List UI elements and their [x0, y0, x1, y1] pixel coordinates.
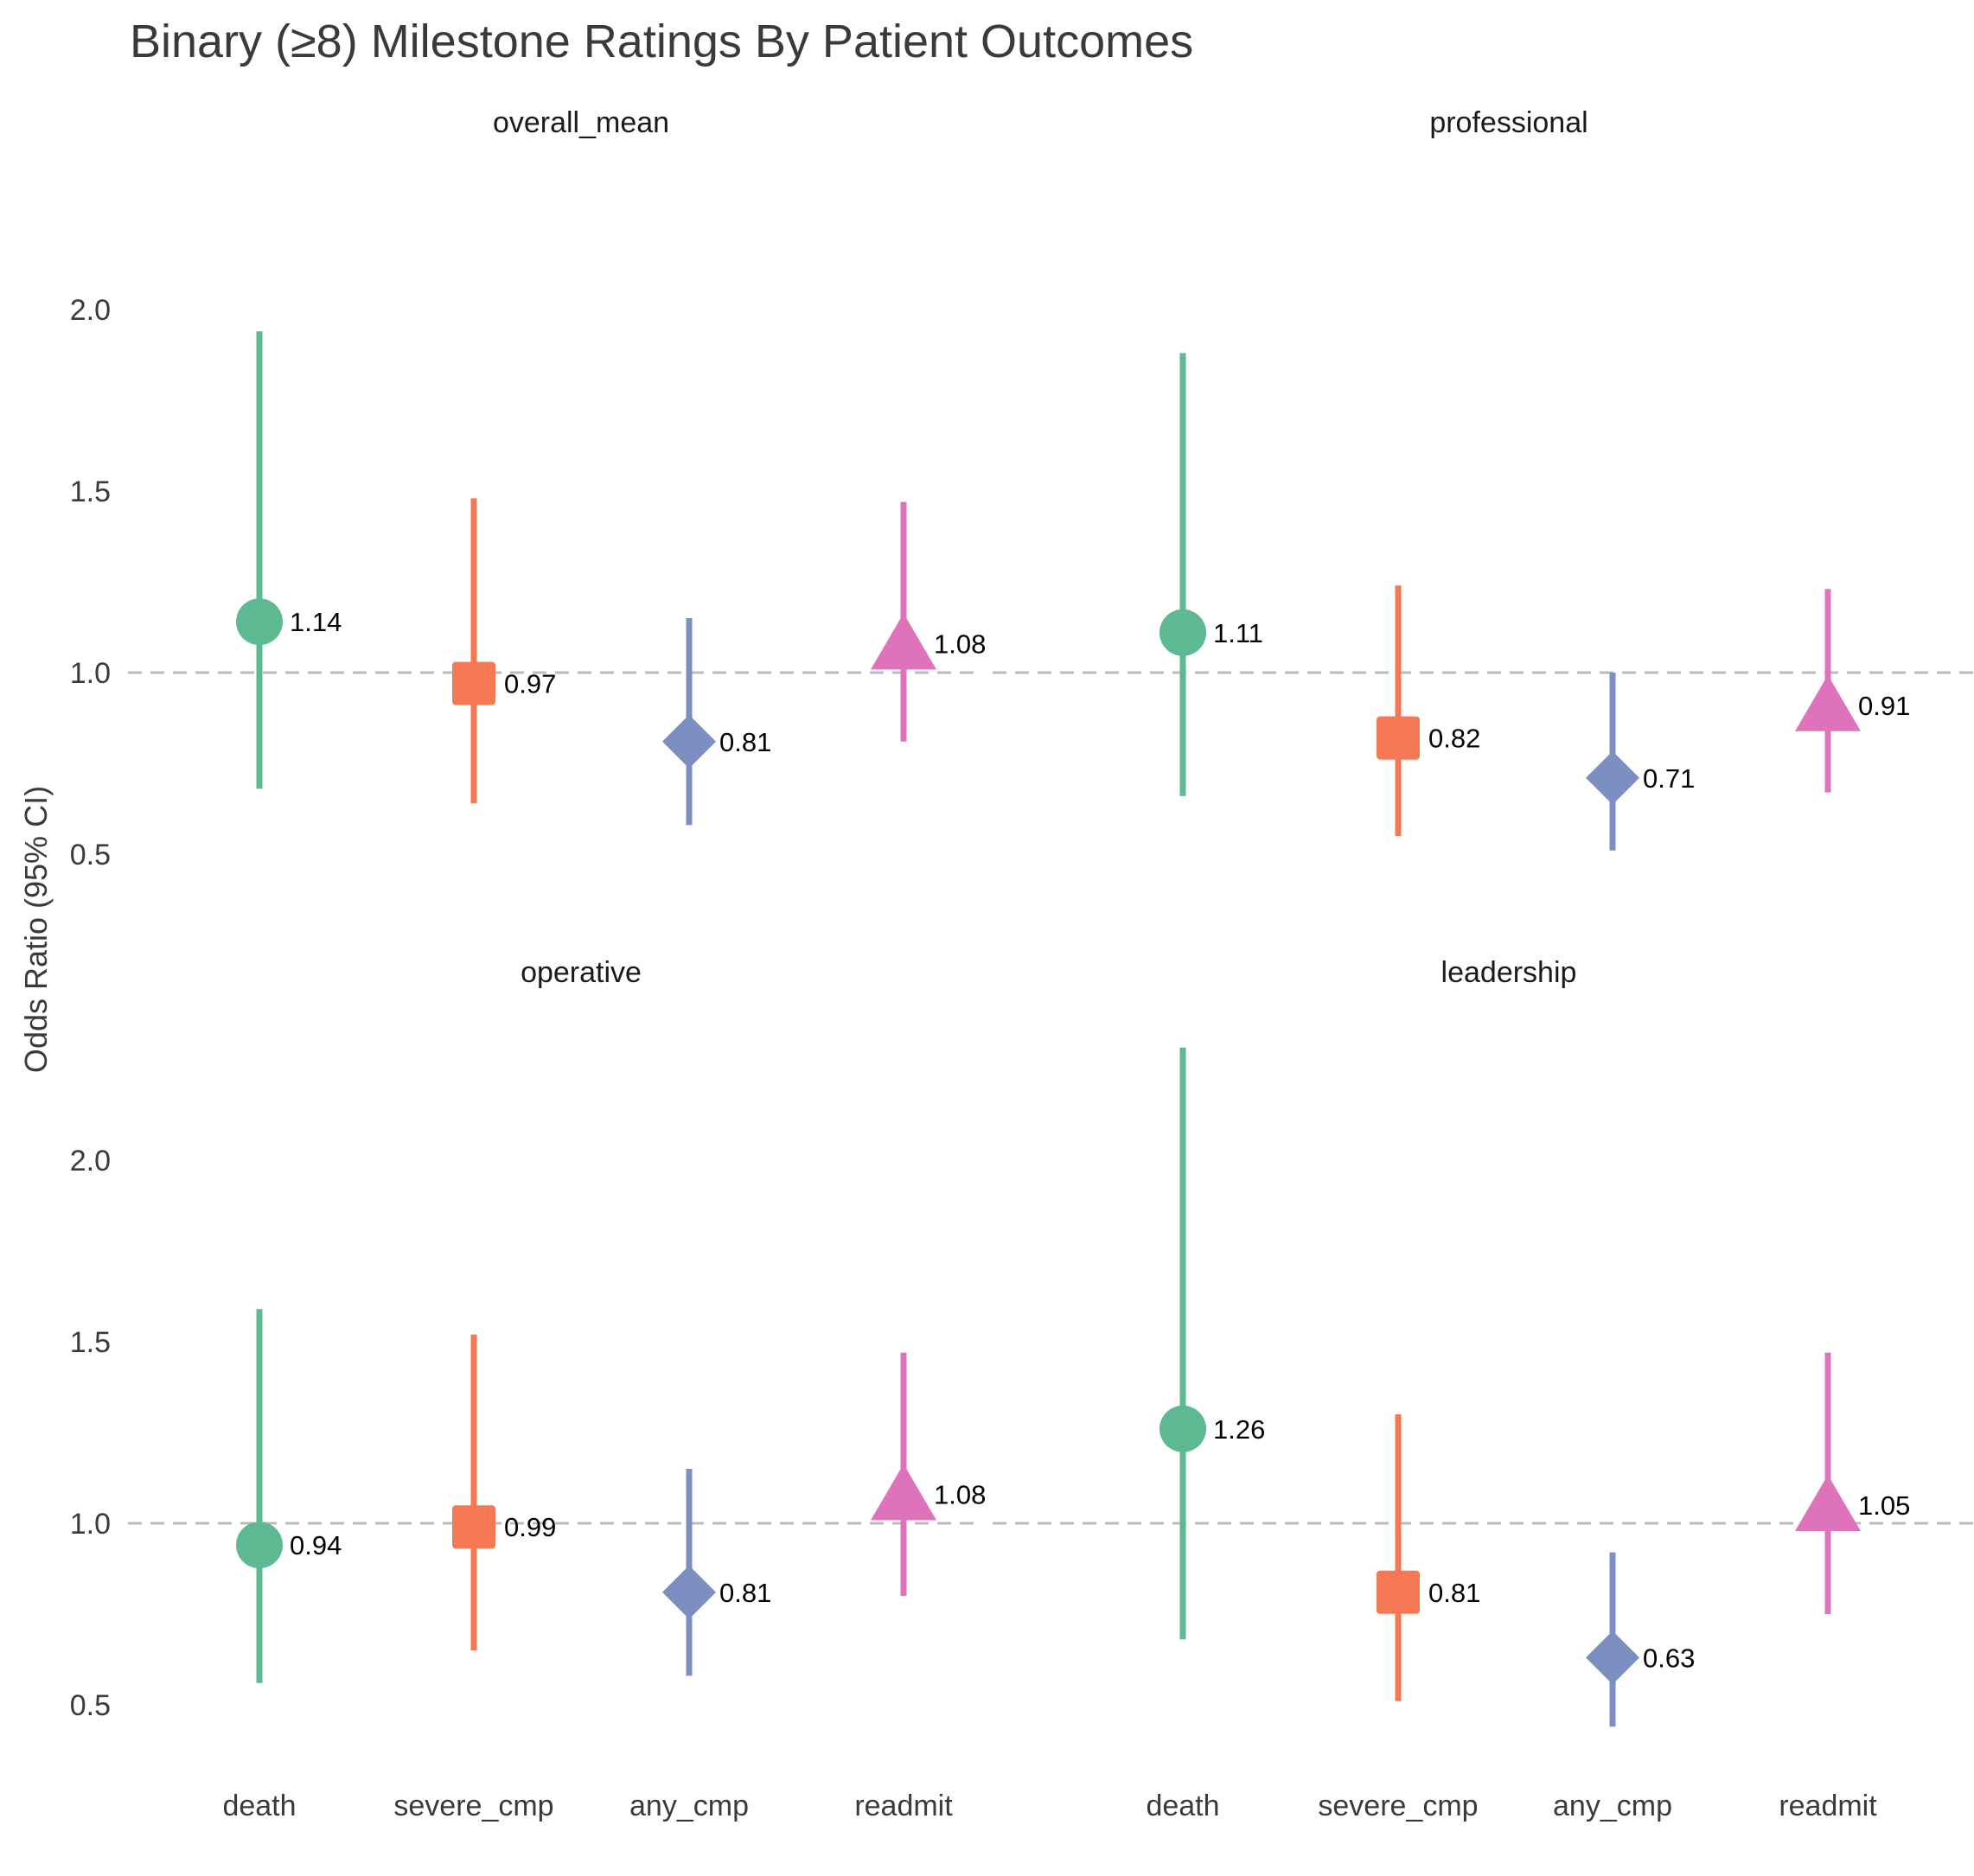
panel-title: operative [521, 956, 642, 989]
point-severe_cmp [452, 1505, 495, 1549]
point-readmit [871, 613, 936, 670]
x-tick-label: any_cmp [1553, 1790, 1672, 1822]
panels-group: overall_mean 0.5 1.0 1.5 2.0 1.14 0.97 0.81 1.08… [70, 106, 1974, 1822]
x-tick-label: death [1146, 1790, 1219, 1822]
point-severe_cmp [1377, 1570, 1420, 1614]
point-death [1159, 1405, 1206, 1452]
point-readmit [1795, 1475, 1861, 1531]
x-tick-label: readmit [1779, 1790, 1877, 1822]
y-tick-label: 1.5 [70, 1326, 111, 1359]
panel-leadership: leadership 1.26 0.81 0.63 1.05 death severe_cm… [993, 956, 1974, 1822]
panel-overall_mean: overall_mean 0.5 1.0 1.5 2.0 1.14 0.97 0.81 1.08 [70, 106, 987, 871]
panel-title: leadership [1441, 956, 1577, 989]
point-any_cmp [662, 714, 716, 769]
data-label-death: 1.26 [1213, 1414, 1265, 1445]
y-tick-label: 2.0 [70, 1145, 111, 1177]
x-tick-label: severe_cmp [393, 1790, 553, 1822]
point-any_cmp [1586, 750, 1639, 805]
data-label-severe_cmp: 0.82 [1428, 724, 1480, 754]
panel-professional: professional 1.11 0.82 0.71 0.91 [993, 106, 1974, 851]
y-tick-label: 0.5 [70, 1689, 111, 1722]
chart-title: Binary (≥8) Milestone Ratings By Patient… [130, 16, 1193, 67]
data-label-readmit: 1.08 [934, 629, 986, 659]
point-death [1159, 609, 1206, 656]
data-label-severe_cmp: 0.99 [504, 1512, 556, 1542]
point-death [236, 598, 283, 646]
y-tick-label: 2.0 [70, 294, 111, 327]
point-severe_cmp [1377, 716, 1420, 760]
y-tick-label: 1.5 [70, 475, 111, 508]
data-label-death: 1.14 [290, 607, 342, 637]
point-any_cmp [1586, 1630, 1639, 1685]
data-label-any_cmp: 0.63 [1643, 1643, 1695, 1673]
y-tick-label: 1.0 [70, 1508, 111, 1541]
data-label-any_cmp: 0.71 [1643, 763, 1695, 794]
data-label-any_cmp: 0.81 [719, 1578, 771, 1608]
x-tick-label: death [222, 1790, 296, 1822]
data-label-severe_cmp: 0.97 [504, 669, 556, 699]
x-tick-label: readmit [854, 1790, 953, 1822]
data-label-readmit: 0.91 [1858, 691, 1910, 721]
panel-title: professional [1429, 106, 1588, 139]
data-label-any_cmp: 0.81 [719, 727, 771, 757]
y-axis-label: Odds Ratio (95% CI) [18, 786, 54, 1073]
y-tick-label: 1.0 [70, 657, 111, 690]
point-readmit [871, 1464, 936, 1521]
data-label-death: 0.94 [290, 1530, 342, 1560]
data-label-severe_cmp: 0.81 [1428, 1578, 1480, 1608]
point-any_cmp [662, 1565, 716, 1619]
x-tick-label: severe_cmp [1318, 1790, 1478, 1822]
y-tick-label: 0.5 [70, 839, 111, 871]
data-label-readmit: 1.08 [934, 1479, 986, 1509]
data-label-readmit: 1.05 [1858, 1490, 1910, 1521]
point-death [236, 1522, 283, 1569]
panel-title: overall_mean [493, 106, 669, 139]
point-readmit [1795, 674, 1861, 731]
x-tick-label: any_cmp [629, 1790, 749, 1822]
panel-operative: operative 0.5 1.0 1.5 2.0 0.94 0.99 0.81 1.08 dea… [70, 956, 987, 1822]
data-label-death: 1.11 [1213, 618, 1263, 648]
point-severe_cmp [452, 661, 495, 705]
